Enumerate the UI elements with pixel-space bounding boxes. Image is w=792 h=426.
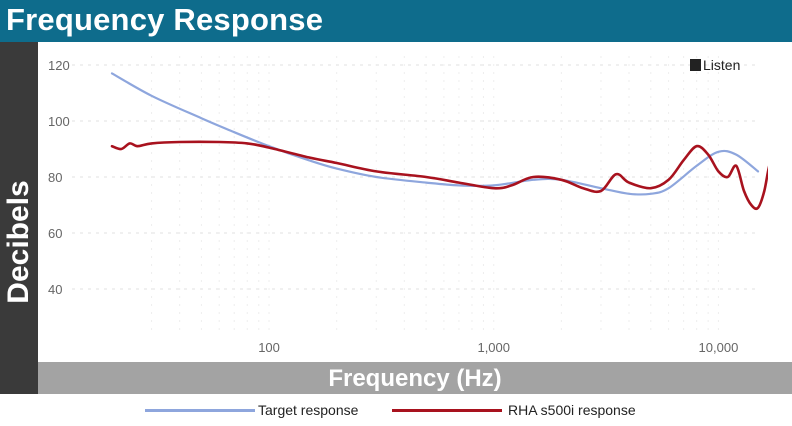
y-axis-title-bar: Decibels <box>0 42 38 360</box>
brand-label: Listen <box>703 57 741 73</box>
y-axis-title: Decibels <box>2 180 35 304</box>
legend-swatch-target <box>145 409 255 412</box>
legend-swatch-device <box>392 409 502 412</box>
y-tick-label: 60 <box>48 226 62 241</box>
plot-background <box>38 44 768 360</box>
brand-logo: Listen <box>690 57 740 73</box>
divider <box>0 42 792 44</box>
chart-title: Frequency Response <box>6 2 324 37</box>
series-line-target <box>110 72 760 196</box>
series-line-device <box>110 140 768 211</box>
legend: Target response RHA s500i response <box>0 400 792 422</box>
x-tick-label: 1,000 <box>477 340 510 355</box>
x-axis-title-bar: Frequency (Hz) <box>38 362 792 394</box>
x-tick-label: 100 <box>258 340 280 355</box>
y-tick-label: 100 <box>48 114 70 129</box>
corner-strip <box>0 360 38 394</box>
x-tick-label: 10,000 <box>699 340 739 355</box>
title-bar: Frequency Response <box>0 0 792 42</box>
y-tick-label: 80 <box>48 170 62 185</box>
legend-label-device: RHA s500i response <box>508 402 636 418</box>
legend-label-target: Target response <box>258 402 359 418</box>
plot-area: 40 60 80 100 120 100 1,000 10,000 <box>38 44 768 360</box>
brand-mark-icon <box>690 59 701 71</box>
y-tick-label: 40 <box>48 282 62 297</box>
x-axis-title: Frequency (Hz) <box>328 365 502 392</box>
y-tick-label: 120 <box>48 58 70 73</box>
